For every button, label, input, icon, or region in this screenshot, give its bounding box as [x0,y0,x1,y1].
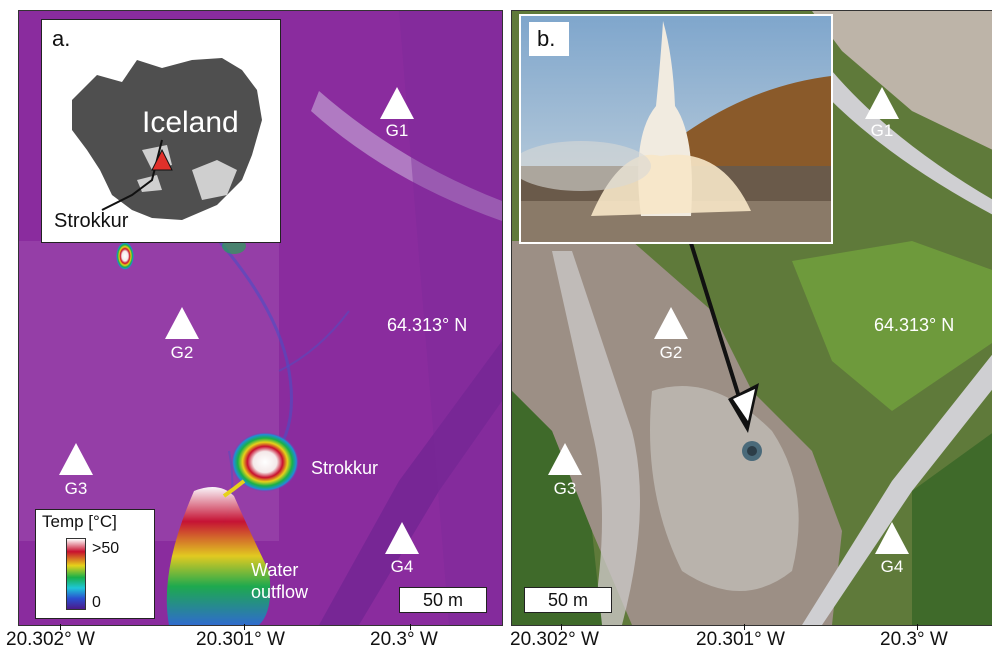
marker-g2-icon [165,307,199,339]
tick-a-1 [60,624,61,630]
marker-g3-icon [59,443,93,475]
latitude-label-b: 64.313° N [874,315,955,335]
marker-g4-icon-b [875,522,909,554]
iceland-outline [72,58,262,220]
marker-label-g1: G1 [385,121,409,140]
scale-bar-a: 50 m [399,587,487,613]
marker-label-g2-b: G2 [659,343,683,362]
x-tick-label-a-2: 20.301° W [196,629,285,650]
marker-label-g4: G4 [390,557,414,576]
marker-g4-icon [385,522,419,554]
x-tick-label-a-1: 20.302° W [6,629,95,650]
x-tick-label-b-1: 20.302° W [510,629,599,650]
marker-label-g3: G3 [64,479,88,498]
geyser-eruption-photo [521,16,831,242]
x-tick-label-b-3: 20.3° W [880,629,948,650]
x-tick-label-b-2: 20.301° W [696,629,785,650]
legend-title: Temp [°C] [42,512,117,531]
tick-a-2 [244,624,245,630]
legend-max: >50 [92,540,120,557]
geyser-photo-inset: b. [519,14,833,244]
marker-label-g2: G2 [170,343,194,362]
marker-label-g3-b: G3 [553,479,577,498]
marker-label-g1-b: G1 [870,121,894,140]
iceland-inset-map: a. Iceland Strokkur [41,19,281,243]
panel-a-letter: a. [52,26,71,51]
marker-g1-icon [380,87,414,119]
panel-b-letter: b. [537,26,556,51]
marker-label-g4-b: G4 [880,557,904,576]
aerial-photo-panel: b. G1 G2 G3 G4 64.313° N 50 m [511,10,992,626]
strokkur-inset-label: Strokkur [54,210,129,232]
thermal-map-panel: a. Iceland Strokkur G1 G2 G3 G4 64.313° … [18,10,503,626]
panel-b-letter-box: b. [529,22,569,56]
tick-b-2 [744,624,745,630]
tick-a-3 [410,624,411,630]
tick-b-3 [917,624,918,630]
latitude-label: 64.313° N [387,315,468,335]
water-outflow-label: Water outflow [251,560,309,602]
scale-bar-b: 50 m [524,587,612,613]
temperature-colorbar [66,538,86,610]
strokkur-label: Strokkur [311,458,379,478]
iceland-label: Iceland [142,106,239,139]
legend-min: 0 [92,594,101,611]
temperature-legend: Temp [°C] >50 0 [35,509,155,619]
x-tick-label-a-3: 20.3° W [370,629,438,650]
marker-g2-icon-b [654,307,688,339]
tick-b-1 [561,624,562,630]
marker-g3-icon-b [548,443,582,475]
marker-g1-icon-b [865,87,899,119]
